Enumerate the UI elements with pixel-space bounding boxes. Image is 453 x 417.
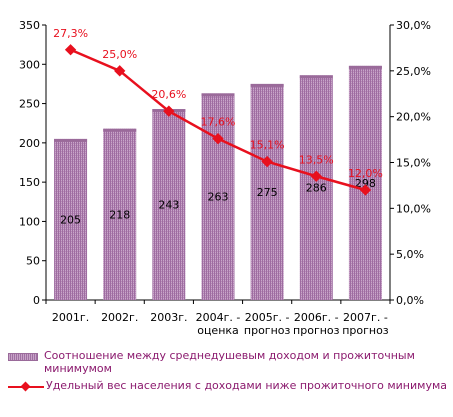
y-right-tick-label: 15,0% <box>396 157 431 170</box>
y-right-tick-label: 5,0% <box>396 248 424 261</box>
line-value-label: 12,0% <box>348 167 383 180</box>
bar-top <box>250 83 284 87</box>
bar <box>152 109 186 300</box>
bar-top <box>103 128 137 132</box>
line-point <box>310 170 322 182</box>
y-left-tick-label: 150 <box>19 176 40 189</box>
line-point <box>261 155 273 168</box>
bar <box>54 138 88 300</box>
bar-top <box>348 65 382 69</box>
y-left-tick-label: 250 <box>19 98 40 111</box>
line-point <box>359 184 372 196</box>
bar-top <box>54 138 88 142</box>
line-value-label: 25,0% <box>102 48 137 61</box>
legend-line-label: Удельный вес населения с доходами ниже п… <box>46 379 447 392</box>
legend-bar-swatch <box>8 353 38 361</box>
chart: 0 50 100 150 200 250 300 350 0,0% 5,0% 10,0% 15,0% 2… <box>19 19 431 337</box>
line-value-label: 15,1% <box>250 139 285 152</box>
y-left-tick-label: 200 <box>19 137 40 150</box>
bar-value-label: 218 <box>109 208 130 221</box>
legend-line-swatch <box>8 381 44 392</box>
y-left-tick-label: 50 <box>26 255 40 268</box>
x-tick-sublabel: прогноз <box>244 324 291 337</box>
bar <box>103 128 137 300</box>
bar-value-label: 243 <box>158 199 179 212</box>
legend-item-line: Удельный вес населения с доходами ниже п… <box>8 379 453 392</box>
x-tick-label: 2001г. <box>52 311 89 324</box>
x-tick-label: 2006г. - <box>294 311 339 324</box>
x-tick-label: 2007г. - <box>343 311 388 324</box>
y-left-tick-label: 300 <box>19 58 40 71</box>
bar <box>201 93 235 300</box>
y-left-tick-label: 350 <box>19 19 40 32</box>
legend: Соотношение между среднедушевым доходом … <box>8 349 453 396</box>
line-point <box>212 133 224 145</box>
y-right-tick-label: 30,0% <box>396 19 431 32</box>
y-right-tick-label: 20,0% <box>396 111 431 124</box>
bar-top <box>299 75 333 79</box>
bar-value-label: 263 <box>208 191 229 204</box>
line-point <box>64 44 77 56</box>
x-tick-sublabel: прогноз <box>342 324 389 337</box>
line-value-label: 27,3% <box>53 27 88 40</box>
line-value-label: 13,5% <box>299 153 334 166</box>
bar-value-label: 286 <box>306 182 327 195</box>
x-tick-sublabel: прогноз <box>293 324 340 337</box>
y-left-tick-label: 0 <box>33 294 40 307</box>
x-tick-sublabel: оценка <box>197 324 239 337</box>
legend-bar-label: Соотношение между среднедушевым доходом … <box>44 349 415 375</box>
line-value-label: 20,6% <box>151 88 186 101</box>
bar <box>348 65 382 300</box>
y-left-tick-label: 100 <box>19 215 40 228</box>
bar <box>299 75 333 301</box>
bar-top <box>201 93 235 97</box>
y-right-tick-label: 10,0% <box>396 202 431 215</box>
bar-value-label: 275 <box>257 186 278 199</box>
y-right-tick-label: 0,0% <box>396 294 424 307</box>
legend-item-bars: Соотношение между среднедушевым доходом … <box>8 349 453 375</box>
x-tick-label: 2003г. <box>150 311 187 324</box>
bar <box>250 83 284 300</box>
x-tick-label: 2002г. <box>101 311 138 324</box>
x-tick-label: 2004г. - <box>196 311 241 324</box>
bar-value-label: 205 <box>60 213 81 226</box>
bar-value-label: 298 <box>355 177 376 190</box>
x-tick-label: 2005г. - <box>245 311 290 324</box>
y-right-tick-label: 25,0% <box>396 65 431 78</box>
line-value-label: 17,6% <box>201 116 236 129</box>
